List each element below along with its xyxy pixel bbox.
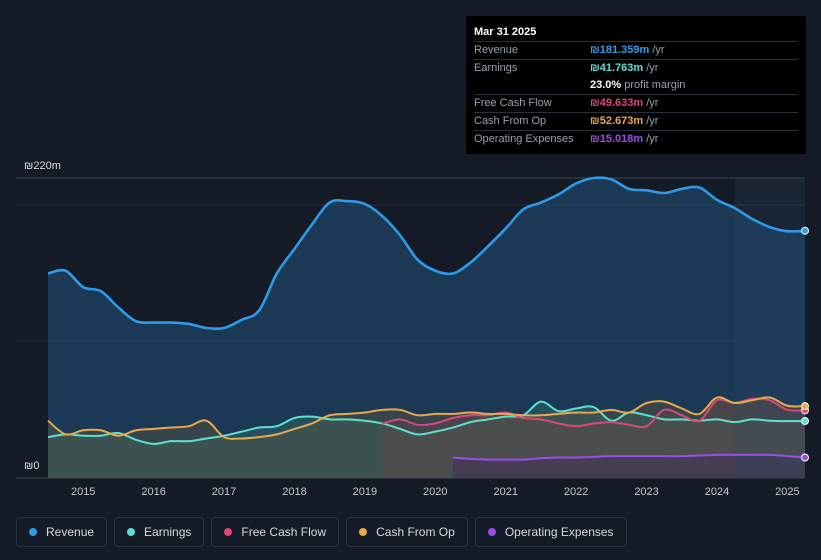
earnings-line [47, 400, 806, 445]
x-tick-label: 2020 [423, 486, 447, 498]
operating-expenses-line [452, 453, 806, 461]
cash-from-op-line [47, 396, 806, 440]
x-tick-label: 2019 [353, 486, 377, 498]
operating-expenses-endpoint [801, 453, 809, 462]
x-tick-label: 2023 [634, 486, 658, 498]
tooltip-row-value: ₪15.018m /yr [590, 133, 659, 145]
legend-item-earnings[interactable]: Earnings [114, 517, 205, 547]
tooltip-row-value: ₪49.633m /yr [590, 97, 659, 109]
legend-label: Cash From Op [376, 525, 455, 539]
y-axis-min-label: ₪0 [24, 460, 40, 472]
series-areas [48, 177, 805, 478]
x-tick-label: 2015 [71, 486, 95, 498]
tooltip-row: Cash From Op ₪52.673m /yr [474, 112, 798, 130]
cash-from-op-area [48, 397, 805, 478]
tooltip-row-label [474, 77, 590, 94]
x-tick-label: 2025 [775, 486, 799, 498]
x-tick-label: 2017 [212, 486, 236, 498]
legend-item-revenue[interactable]: Revenue [16, 517, 108, 547]
x-tick-label: 2018 [282, 486, 306, 498]
legend-dot-icon [29, 528, 37, 536]
tooltip-row-label: Revenue [474, 44, 519, 56]
tooltip-row-label: Operating Expenses [474, 133, 574, 145]
tooltip-row-value: ₪181.359m /yr [590, 44, 665, 56]
legend-label: Free Cash Flow [241, 525, 327, 539]
legend-label: Operating Expenses [504, 525, 614, 539]
legend-item-operating-expenses[interactable]: Operating Expenses [474, 517, 627, 547]
series-endpoints [801, 226, 809, 462]
legend-item-cash-from-op[interactable]: Cash From Op [346, 517, 468, 547]
x-axis-ticks: 2015 2016 2017 2018 2019 2020 2021 2022 2023 2024… [71, 486, 800, 498]
forecast-highlight-region [734, 178, 805, 478]
data-tooltip: Mar 31 2025 Revenue ₪181.359m /yr Earnings… [466, 16, 806, 154]
operating-expenses-area [452, 454, 805, 478]
tooltip-row: Operating Expenses ₪15.018m /yr [474, 130, 798, 148]
tooltip-row-label: Earnings [474, 62, 518, 74]
legend-dot-icon [487, 528, 496, 536]
tooltip-row: Free Cash Flow ₪49.633m /yr [474, 94, 798, 112]
tooltip-row: Revenue ₪181.359m /yr [474, 41, 798, 59]
legend-item-free-cash-flow[interactable]: Free Cash Flow [211, 517, 340, 547]
tooltip-row-value: 23.0% profit margin [590, 79, 686, 91]
legend-dot-icon [359, 528, 368, 536]
tooltip-date: Mar 31 2025 [474, 26, 537, 38]
legend-dot-icon [127, 528, 136, 536]
cash-from-op-endpoint [801, 402, 809, 411]
x-tick-label: 2016 [141, 486, 165, 498]
tooltip-row-label: Free Cash Flow [474, 97, 552, 109]
tooltip-row: Earnings ₪41.763m /yr [474, 59, 798, 77]
revenue-area [48, 177, 805, 478]
legend-label: Earnings [144, 525, 192, 539]
x-tick-label: 2022 [564, 486, 588, 498]
revenue-line [47, 176, 806, 331]
y-axis-max-label: ₪220m [24, 160, 61, 172]
tooltip-row-value: ₪41.763m /yr [590, 62, 659, 74]
tooltip-row-value: ₪52.673m /yr [590, 115, 659, 127]
x-tick-label: 2021 [493, 486, 517, 498]
revenue-endpoint [801, 226, 809, 235]
tooltip-row: 23.0% profit margin [474, 77, 798, 94]
legend-dot-icon [224, 528, 233, 536]
x-tick-label: 2024 [705, 486, 729, 498]
tooltip-row-label: Cash From Op [474, 115, 547, 127]
legend-label: Revenue [46, 525, 95, 539]
series-lines [47, 176, 806, 461]
earnings-endpoint [801, 417, 809, 426]
chart-legend: Revenue Earnings Free Cash Flow Cash From O… [16, 517, 627, 547]
